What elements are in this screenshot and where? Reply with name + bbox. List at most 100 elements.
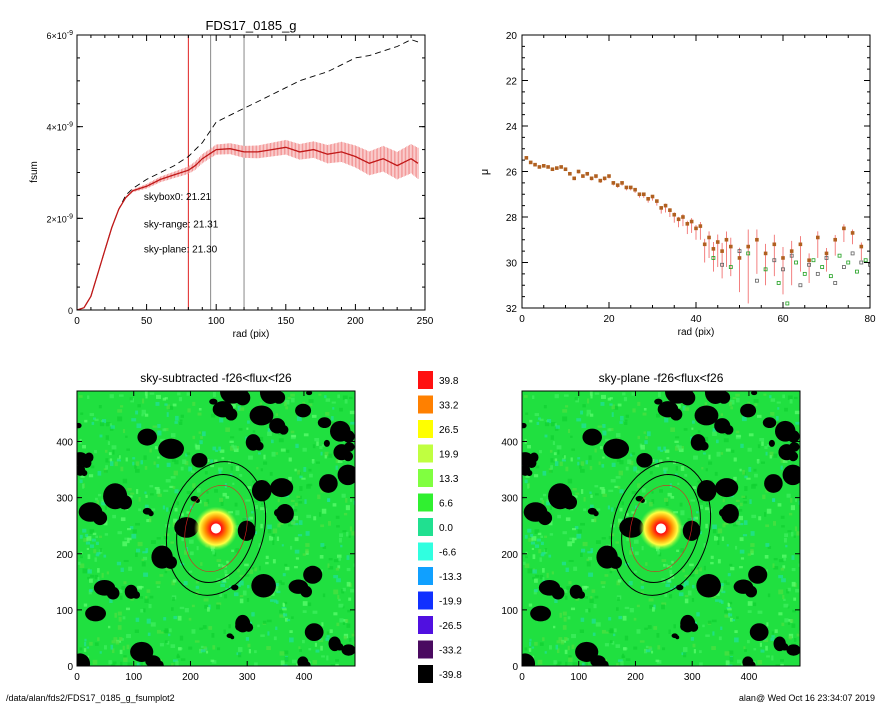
mu-open-point (868, 262, 870, 267)
sky-plane-noise (723, 522, 729, 526)
sky-plane-noise (780, 659, 784, 662)
sky-subtracted-noise (225, 587, 229, 591)
sky-subtracted-noise (109, 461, 114, 467)
sky-subtracted-noise (296, 416, 302, 422)
sky-plane-noise (714, 535, 719, 541)
sky-plane-mask-blob (562, 495, 578, 510)
sky-plane-noise (537, 417, 541, 420)
sky-plane-noise (524, 534, 528, 539)
sky-subtracted-noise (346, 531, 349, 537)
sky-plane-noise (744, 486, 748, 491)
sky-plane-noise (557, 661, 562, 665)
sky-subtracted-noise (247, 643, 251, 648)
fsum-y-tick-mantissa: 6×10 (46, 31, 66, 41)
sky-subtracted-noise (174, 507, 178, 512)
sky-subtracted-noise (94, 557, 97, 562)
sky-plane-noise (767, 546, 772, 549)
sky-plane-noise (559, 612, 562, 618)
sky-plane-noise (580, 522, 585, 526)
sky-plane-noise (619, 507, 623, 512)
sky-plane-noise (710, 561, 714, 565)
sky-subtracted-noise (351, 531, 355, 536)
sky-plane-noise (684, 595, 689, 598)
sky-subtracted-mask-blob (319, 474, 338, 493)
sky-subtracted-noise (127, 662, 133, 666)
sky-plane-noise (798, 500, 800, 505)
sky-plane-noise (709, 479, 713, 482)
sky-subtracted-noise (145, 494, 148, 498)
sky-plane-mask-blob (654, 398, 663, 405)
sky-plane-noise (524, 563, 530, 568)
sky-plane-noise (534, 544, 540, 548)
sky-plane-mask-blob (717, 391, 731, 404)
sky-subtracted-noise (219, 592, 223, 597)
sky-plane-mask-blob (788, 451, 799, 462)
sky-subtracted-noise (304, 499, 307, 505)
sky-plane-noise (784, 618, 789, 623)
sky-plane-noise (589, 504, 594, 508)
mu-open-point (781, 267, 785, 272)
sky-plane-noise (780, 663, 784, 666)
sky-subtracted-noise (251, 612, 255, 617)
sky-subtracted-noise (252, 430, 256, 433)
sky-plane-noise (690, 568, 693, 573)
sky-subtracted-noise (261, 502, 264, 506)
sky-plane-noise (619, 489, 624, 494)
sky-subtracted-noise (126, 448, 130, 451)
mu-open-point (794, 260, 798, 265)
sky-subtracted-noise (275, 600, 279, 604)
sky-subtracted-noise (169, 628, 172, 633)
sky-subtracted-noise (337, 460, 343, 463)
sky-plane-noise (541, 552, 546, 555)
sky-subtracted-noise (280, 660, 285, 666)
sky-plane-noise (554, 394, 559, 399)
sky-subtracted-noise (120, 517, 126, 522)
sky-subtracted-noise (239, 595, 244, 598)
sky-plane-noise (692, 486, 697, 490)
sky-plane-noise (766, 508, 772, 514)
sky-plane-noise (778, 575, 784, 579)
colorbar-swatch (418, 371, 433, 389)
sky-plane-noise (591, 519, 596, 523)
sky-subtracted-noise (122, 645, 125, 651)
sky-plane-noise (732, 619, 736, 622)
sky-subtracted-noise (138, 496, 141, 502)
sky-subtracted-x-tick-label: 0 (74, 672, 80, 683)
sky-plane-noise (798, 563, 800, 567)
colorbar-label: -39.8 (439, 670, 462, 681)
sky-subtracted-noise (95, 553, 100, 557)
sky-subtracted-noise (348, 638, 352, 642)
sky-subtracted-noise (320, 645, 323, 651)
sky-subtracted-noise (174, 460, 179, 465)
mu-open-point (833, 281, 838, 285)
mu-point (585, 171, 590, 176)
sky-plane-noise (778, 612, 783, 616)
mu-y-tick-label: 32 (506, 304, 518, 315)
sky-subtracted-noise (242, 590, 247, 596)
sky-subtracted-noise (126, 540, 130, 544)
mu-point (789, 249, 794, 253)
sky-subtracted-noise (126, 528, 131, 531)
sky-plane-noise (682, 406, 686, 411)
sky-subtracted-noise (313, 516, 317, 521)
sky-plane-noise (749, 499, 752, 505)
sky-subtracted-noise (101, 501, 106, 506)
sky-subtracted-noise (332, 503, 337, 507)
sky-subtracted-mask-blob (225, 408, 238, 421)
mu-open-point (824, 256, 829, 260)
sky-plane-noise (571, 540, 575, 544)
fsum-x-tick-label: 0 (74, 316, 80, 327)
sky-plane-noise (747, 639, 750, 644)
sky-plane-noise (542, 568, 545, 573)
sky-plane-noise (663, 563, 666, 567)
sky-plane-noise (615, 476, 621, 479)
sky-subtracted-noise (276, 590, 281, 594)
sky-subtracted-noise (273, 586, 279, 592)
sky-subtracted-noise (123, 581, 127, 585)
sky-plane-noise (765, 524, 770, 528)
colorbar: 39.833.226.519.913.36.60.0-6.6-13.3-19.9… (418, 371, 462, 683)
sky-plane-noise (601, 464, 605, 468)
sky-plane-noise (534, 641, 538, 646)
sky-plane-noise (567, 616, 571, 620)
sky-subtracted-noise (228, 624, 231, 629)
